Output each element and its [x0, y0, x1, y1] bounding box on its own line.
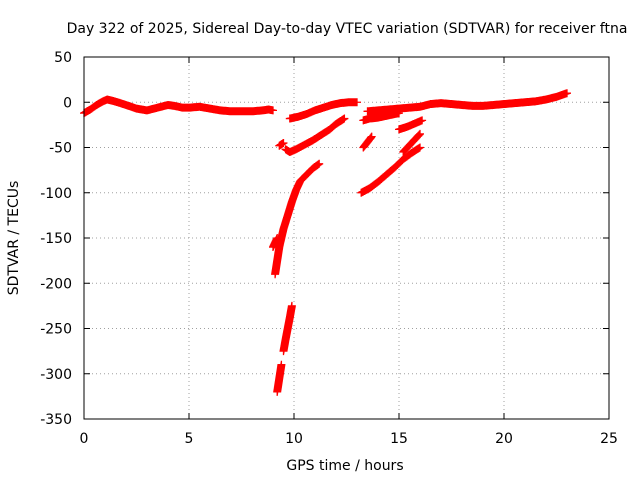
- chart-title: Day 322 of 2025, Sidereal Day-to-day VTE…: [67, 21, 628, 37]
- data-segment: [359, 109, 403, 125]
- y-tick-label: -300: [40, 367, 72, 383]
- y-tick-label: -50: [49, 141, 72, 157]
- data-segment: [279, 301, 296, 356]
- data-point-markers: [357, 143, 424, 197]
- data-segment: [275, 138, 288, 150]
- data-segment: [281, 114, 349, 157]
- y-tick-label: -150: [40, 231, 72, 247]
- plot-area: [80, 89, 571, 396]
- y-tick-label: -200: [40, 276, 72, 292]
- x-tick-label: 15: [390, 431, 408, 447]
- data-segment: [395, 116, 427, 134]
- data-point-markers: [269, 234, 282, 252]
- data-segment: [399, 129, 424, 157]
- data-segment: [269, 234, 282, 252]
- data-segment: [80, 95, 277, 118]
- data-point-markers: [80, 95, 277, 118]
- y-tick-label: -250: [40, 322, 72, 338]
- y-tick-label: 50: [54, 50, 72, 66]
- data-segment: [359, 132, 376, 152]
- grid: [84, 57, 609, 419]
- y-tick-label: -100: [40, 186, 72, 202]
- data-point-markers: [271, 159, 324, 279]
- data-segment: [363, 89, 571, 116]
- data-point-markers: [281, 114, 349, 157]
- y-axis-label: SDTVAR / TECUs: [6, 181, 22, 296]
- x-tick-label: 10: [285, 431, 303, 447]
- data-point-markers: [273, 360, 286, 396]
- tick-labels: 0 5 10 15 20 25 50 0 -50 -100 -150 -200 -250 -300 -350: [40, 50, 618, 447]
- data-point-markers: [285, 98, 361, 123]
- x-tick-label: 0: [80, 431, 89, 447]
- data-point-markers: [359, 132, 376, 152]
- y-tick-label: 0: [63, 95, 72, 111]
- data-segment: [271, 159, 324, 279]
- data-point-markers: [363, 89, 571, 116]
- x-axis-label: GPS time / hours: [286, 458, 403, 474]
- data-point-markers: [275, 138, 288, 150]
- x-tick-label: 5: [185, 431, 194, 447]
- data-point-markers: [359, 109, 403, 125]
- x-tick-label: 20: [495, 431, 513, 447]
- data-segment: [273, 360, 286, 396]
- y-tick-label: -350: [40, 412, 72, 428]
- plot-frame: [83, 56, 610, 420]
- data-point-markers: [399, 129, 424, 157]
- axis-ticks: [83, 56, 610, 420]
- x-tick-label: 25: [600, 431, 618, 447]
- data-point-markers: [279, 301, 296, 356]
- data-segment: [285, 98, 361, 123]
- data-point-markers: [395, 116, 427, 134]
- data-segment: [357, 143, 424, 197]
